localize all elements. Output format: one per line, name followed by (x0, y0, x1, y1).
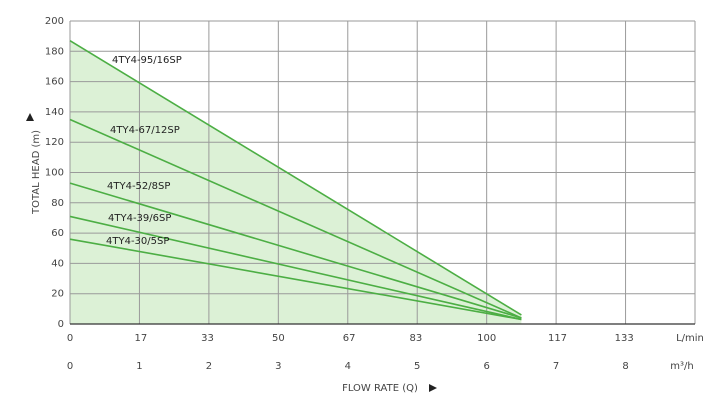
y-tick-label: 0 (58, 319, 64, 330)
x-axis-title: FLOW RATE (Q) (342, 383, 418, 394)
y-axis-title: TOTAL HEAD (m) (31, 130, 42, 215)
x-tick-label: 3 (275, 361, 281, 372)
curve (69, 215, 522, 321)
curve-label: 4TY4-67/12SP (110, 125, 180, 136)
curve (69, 118, 522, 319)
x2-tick-label: 17 (134, 333, 147, 344)
x-unit: m³/h (670, 361, 693, 372)
x-tick-label: 2 (206, 361, 212, 372)
x2-tick-label: 100 (477, 333, 496, 344)
x2-tick-label: 133 (615, 333, 634, 344)
x2-tick-label: 83 (409, 333, 422, 344)
curve (69, 238, 522, 321)
y-tick-label: 20 (51, 289, 64, 300)
curve (69, 182, 522, 319)
x-tick-label: 8 (622, 361, 628, 372)
x-arrow (429, 384, 437, 392)
x-tick-label: 6 (483, 361, 489, 372)
curve-label: 4TY4-52/8SP (107, 181, 170, 192)
x2-tick-label: 33 (201, 333, 214, 344)
y-tick-label: 60 (51, 228, 64, 239)
y-arrow (26, 113, 34, 121)
x-tick-label: 1 (136, 361, 142, 372)
y-tick-label: 120 (45, 137, 64, 148)
x-tick-label: 7 (553, 361, 559, 372)
x-tick-label: 0 (67, 361, 73, 372)
y-tick-label: 140 (45, 107, 64, 118)
x-tick-label: 5 (414, 361, 420, 372)
x2-tick-label: 67 (343, 333, 356, 344)
curve (69, 40, 522, 316)
x2-tick-label: 0 (67, 333, 73, 344)
x2-tick-label: 117 (548, 333, 567, 344)
y-tick-label: 160 (45, 77, 64, 88)
curve-label: 4TY4-95/16SP (112, 55, 182, 66)
x2-tick-label: 50 (272, 333, 285, 344)
y-tick-label: 200 (45, 16, 64, 27)
curve-label: 4TY4-30/5SP (106, 236, 169, 247)
x2-unit: L/min (676, 333, 704, 344)
y-tick-label: 80 (51, 198, 64, 209)
y-tick-label: 100 (45, 168, 64, 179)
curve-label: 4TY4-39/6SP (108, 213, 171, 224)
x-tick-label: 4 (345, 361, 351, 372)
y-tick-label: 40 (51, 258, 64, 269)
y-tick-label: 180 (45, 46, 64, 57)
